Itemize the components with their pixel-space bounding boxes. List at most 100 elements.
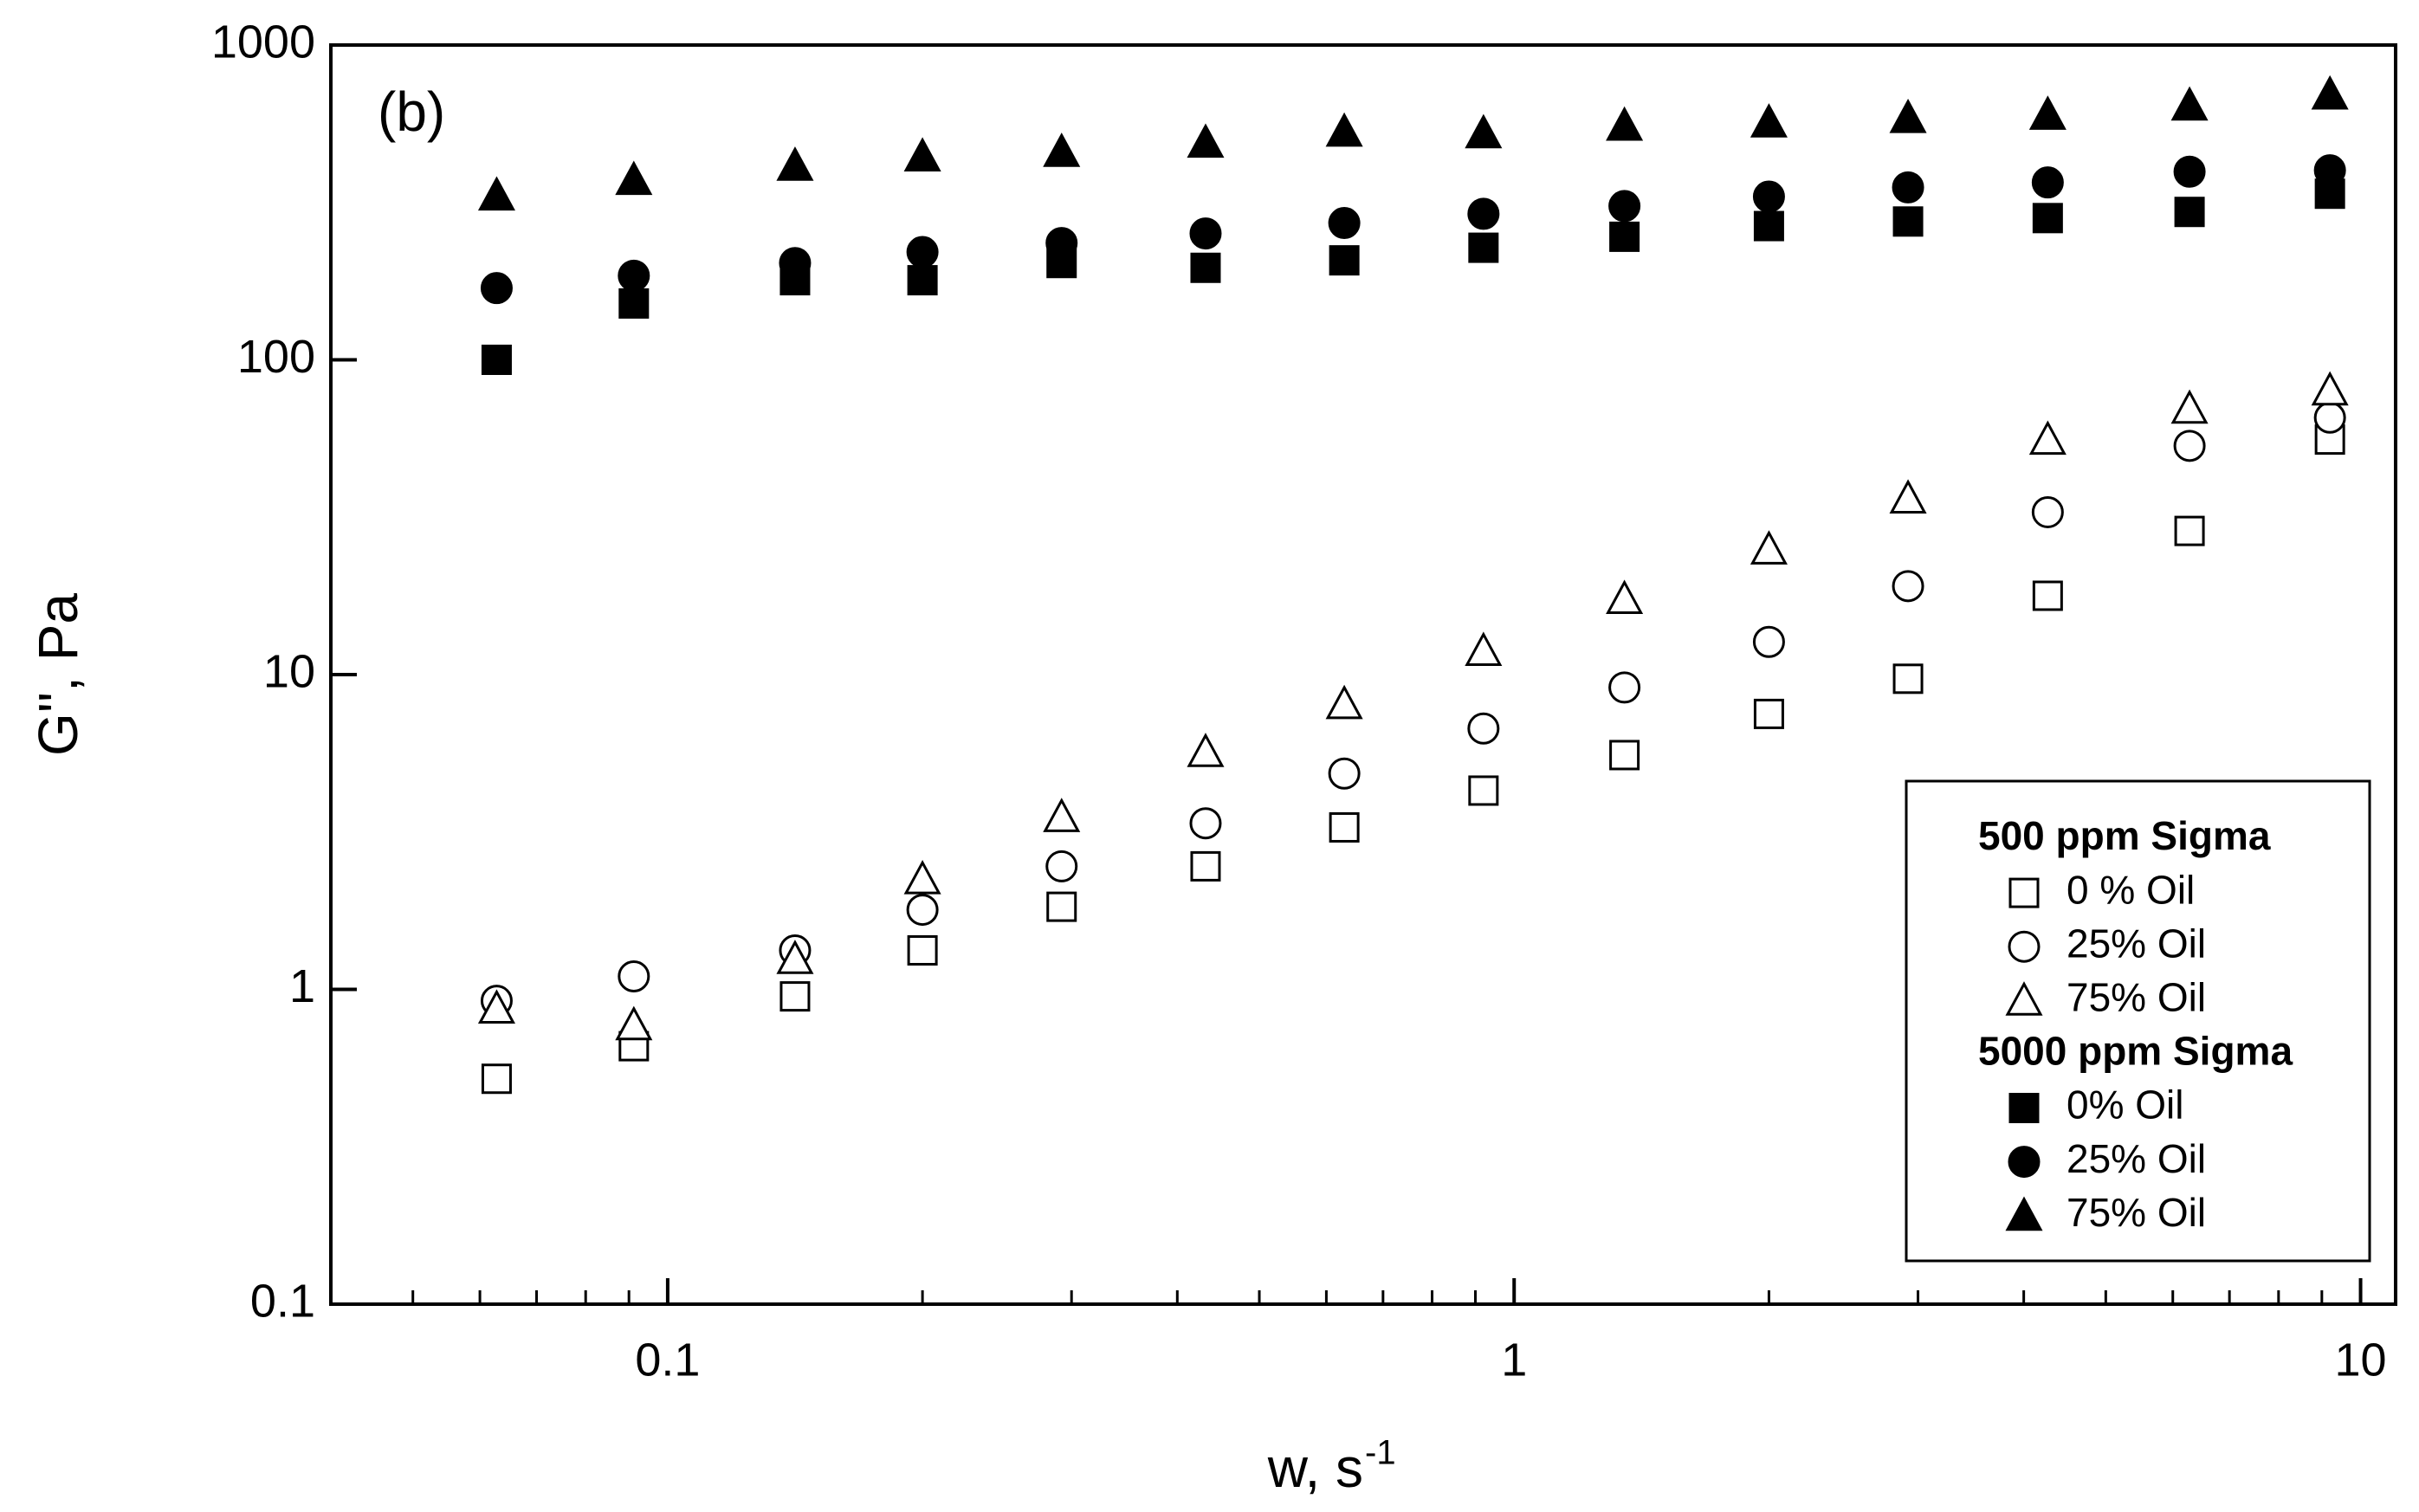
- data-point: [1468, 232, 1499, 263]
- data-point: [2032, 203, 2063, 234]
- legend-box: [1905, 779, 2371, 1263]
- data-point: [1467, 197, 1500, 230]
- data-point: [906, 236, 939, 268]
- data-point: [481, 1063, 512, 1095]
- data-point: [2170, 86, 2209, 121]
- data-point: [1045, 850, 1078, 882]
- data-point: [1329, 245, 1360, 276]
- data-point: [1609, 221, 1640, 252]
- data-point: [1187, 123, 1225, 158]
- data-point: [618, 259, 650, 292]
- data-point: [1892, 663, 1924, 695]
- panel-annotation: (b): [378, 81, 445, 143]
- data-point: [1606, 579, 1644, 615]
- data-point: [1325, 112, 1363, 147]
- legend-label: 25% Oil: [2066, 921, 2206, 966]
- x-tick-label: 10: [2335, 1334, 2387, 1386]
- data-point: [1190, 850, 1221, 882]
- data-point: [1892, 570, 1924, 603]
- data-point: [2313, 401, 2346, 434]
- data-point: [1189, 217, 1222, 250]
- data-point: [618, 960, 650, 992]
- x-axis-label: w, s: [1267, 1437, 1363, 1499]
- legend-label: 75% Oil: [2066, 974, 2206, 1019]
- data-point: [1465, 631, 1503, 667]
- legend-label: 0 % Oil: [2066, 867, 2195, 912]
- data-point: [1329, 811, 1360, 843]
- legend-symbol: [2005, 1196, 2043, 1231]
- data-point: [2174, 515, 2205, 546]
- data-point: [2173, 155, 2206, 188]
- data-point: [776, 940, 814, 974]
- data-point: [1190, 252, 1221, 283]
- data-point: [1606, 106, 1644, 141]
- legend-symbol: [2008, 1093, 2040, 1123]
- data-point: [906, 894, 939, 927]
- data-point: [477, 989, 515, 1024]
- data-point: [1046, 891, 1077, 922]
- y-tick-label: 10: [263, 645, 315, 697]
- data-point: [2313, 154, 2346, 187]
- data-point: [1889, 98, 1927, 133]
- data-point: [903, 137, 941, 172]
- data-point: [1753, 698, 1784, 729]
- data-point: [1465, 113, 1503, 149]
- data-point: [779, 981, 811, 1012]
- y-axis-label: G'', Pa: [27, 593, 89, 756]
- data-point: [907, 934, 938, 966]
- data-point: [1467, 712, 1500, 745]
- x-tick-label: 0.1: [635, 1334, 700, 1386]
- data-point: [903, 860, 941, 895]
- data-point: [1043, 798, 1081, 832]
- data-point: [615, 160, 653, 196]
- y-tick-label: 1: [289, 960, 315, 1012]
- legend-label: 0% Oil: [2066, 1082, 2183, 1128]
- data-point: [480, 272, 513, 305]
- data-point: [2031, 166, 2064, 199]
- data-point: [776, 146, 814, 181]
- legend-heading: 5000 ppm Sigma: [1978, 1029, 2293, 1074]
- legend-symbol: [2008, 877, 2040, 908]
- legend-symbol: [2008, 930, 2041, 963]
- data-point: [1892, 206, 1924, 237]
- data-point: [2174, 197, 2205, 228]
- x-axis-label-sup: -1: [1365, 1434, 1396, 1472]
- y-tick-label: 100: [237, 331, 315, 383]
- data-point: [1752, 180, 1785, 213]
- data-point: [2032, 580, 2063, 611]
- data-point: [2170, 389, 2209, 424]
- data-point: [2028, 420, 2066, 456]
- legend-symbol: [2005, 981, 2043, 1016]
- data-point: [1043, 132, 1081, 167]
- data-point: [2028, 95, 2066, 130]
- data-point: [1187, 733, 1225, 767]
- y-tick-label: 0.1: [250, 1275, 315, 1327]
- y-tick-label: 1000: [211, 16, 315, 68]
- data-point: [615, 1005, 653, 1041]
- data-point: [481, 345, 512, 375]
- data-point: [1325, 684, 1363, 720]
- data-point: [477, 176, 515, 211]
- data-point: [2031, 495, 2064, 528]
- data-point: [1328, 757, 1361, 790]
- legend-label: 25% Oil: [2066, 1136, 2206, 1181]
- data-point: [1189, 807, 1222, 840]
- data-point: [2311, 371, 2349, 406]
- data-point: [1753, 210, 1784, 242]
- data-point: [1045, 227, 1078, 260]
- data-point: [2173, 430, 2206, 462]
- data-point: [1608, 671, 1641, 704]
- data-point: [1328, 207, 1361, 240]
- data-point: [1892, 171, 1924, 204]
- legend-heading: 500 ppm Sigma: [1978, 813, 2271, 858]
- legend-label: 75% Oil: [2066, 1190, 2206, 1235]
- data-point: [618, 288, 650, 319]
- x-tick-label: 1: [1501, 1334, 1527, 1386]
- legend-symbol: [2008, 1146, 2041, 1179]
- data-point: [779, 247, 812, 280]
- data-point: [1750, 103, 1788, 138]
- data-point: [907, 265, 938, 296]
- data-point: [1468, 775, 1499, 806]
- data-point: [1608, 190, 1641, 223]
